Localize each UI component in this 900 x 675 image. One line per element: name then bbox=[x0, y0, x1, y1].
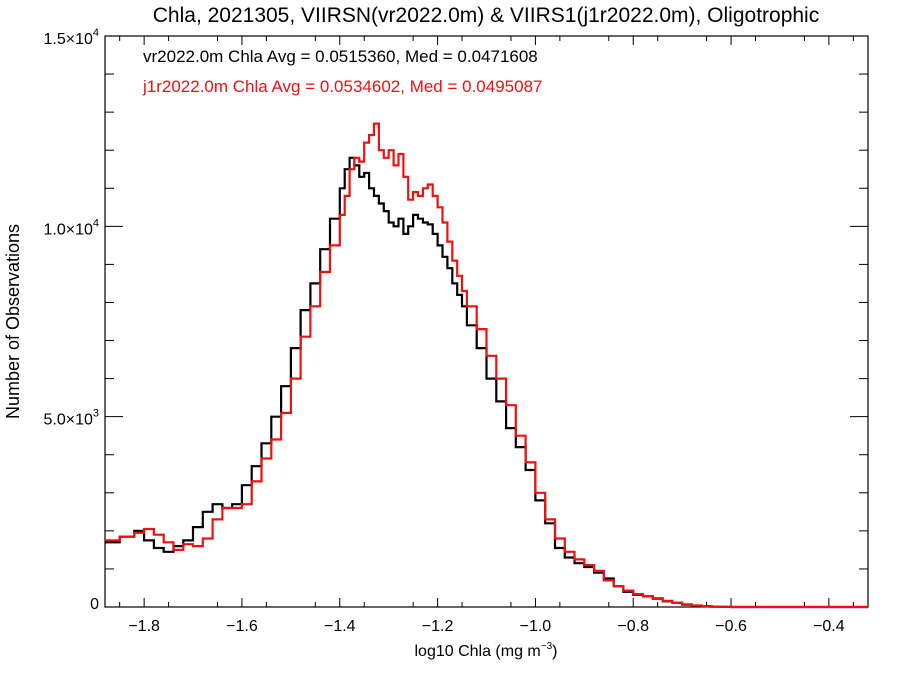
plot-area bbox=[104, 35, 869, 608]
y-tick-exponent: 4 bbox=[93, 217, 99, 229]
x-tick-label: −1.4 bbox=[324, 618, 356, 635]
y-tick-label: 1.5×104 bbox=[43, 27, 99, 48]
y-tick-label: 0 bbox=[90, 596, 99, 613]
stats-annotation: j1r2022.0m Chla Avg = 0.0534602, Med = 0… bbox=[142, 77, 543, 96]
stats-annotation: vr2022.0m Chla Avg = 0.0515360, Med = 0.… bbox=[143, 47, 538, 66]
plot-frame bbox=[104, 35, 869, 608]
x-tick-label: −1.8 bbox=[128, 618, 160, 635]
x-axis-label: log10 Chla (mg m−3) bbox=[414, 641, 557, 660]
y-tick-mantissa: 1.0×10 bbox=[43, 221, 92, 238]
y-axis-label: Number of Observations bbox=[3, 224, 23, 419]
y-tick-mantissa: 5.0×10 bbox=[43, 412, 92, 429]
y-tick-label: 1.0×104 bbox=[43, 217, 99, 238]
x-tick-label: −0.8 bbox=[617, 618, 649, 635]
y-tick-exponent: 4 bbox=[93, 27, 99, 39]
series-line-2 bbox=[105, 122, 868, 609]
chart-title: Chla, 2021305, VIIRSN(vr2022.0m) & VIIRS… bbox=[153, 4, 819, 27]
y-tick-mantissa: 0 bbox=[90, 596, 99, 613]
x-tick-label: −1.2 bbox=[422, 618, 454, 635]
y-axis-label-group: Number of Observations bbox=[3, 224, 23, 419]
x-tick-label: −1.6 bbox=[226, 618, 258, 635]
data-series bbox=[105, 122, 868, 609]
x-axis-label-main: log10 Chla (mg m bbox=[414, 643, 540, 660]
x-tick-label: −0.6 bbox=[715, 618, 747, 635]
annotations: vr2022.0m Chla Avg = 0.0515360, Med = 0.… bbox=[142, 47, 543, 96]
x-axis-label-superscript: −3 bbox=[541, 641, 553, 652]
y-tick-label: 5.0×103 bbox=[43, 408, 99, 429]
y-tick-mantissa: 1.5×10 bbox=[43, 31, 92, 48]
axis-ticks: −1.8 −1.6 −1.4 −1.2 −1.0 −0.8 −0.6 −0.4 0 5.0×103… bbox=[43, 27, 868, 635]
x-tick-label: −0.4 bbox=[813, 618, 845, 635]
y-tick-exponent: 3 bbox=[93, 408, 99, 420]
series-line-1 bbox=[105, 156, 868, 609]
x-axis-label-close: ) bbox=[552, 643, 557, 660]
x-tick-label: −1.0 bbox=[520, 618, 552, 635]
